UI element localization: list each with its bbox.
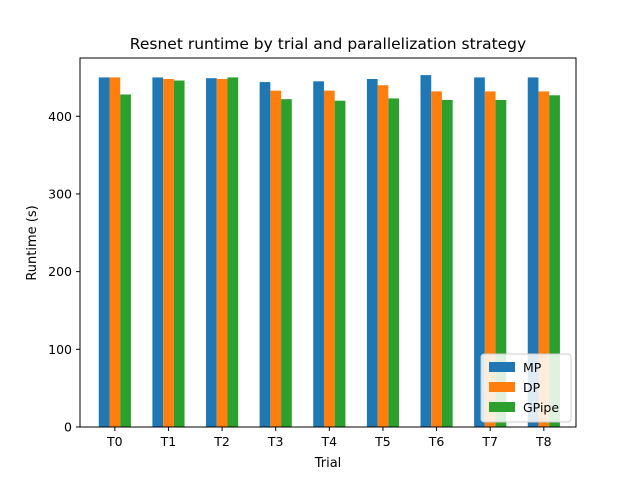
y-tick-group: 0 100 200 300 400: [48, 109, 80, 435]
bar-dp-t5: [377, 85, 389, 427]
bar-gpipe-t3: [281, 99, 292, 428]
x-axis-label: Trial: [314, 456, 342, 471]
bar-mp-t0: [98, 77, 110, 428]
x-tick-label: T0: [106, 434, 123, 449]
x-tick-group: T0 T1 T2 T3 T4 T5 T6 T7 T8: [106, 427, 552, 449]
bar-dp-t7: [484, 91, 496, 428]
y-tick-label: 300: [48, 186, 72, 201]
bar-gpipe-t6: [441, 99, 453, 427]
legend-label-mp: MP: [523, 360, 542, 375]
bar-mp-t8: [527, 77, 539, 428]
bar-dp-t6: [431, 91, 442, 428]
x-tick-label: T2: [213, 434, 230, 449]
bar-dp-t4: [323, 90, 335, 427]
bar-gpipe-t7: [495, 99, 507, 427]
bar-dp-t3: [270, 90, 282, 427]
bar-group: [98, 75, 560, 428]
bar-gpipe-t4: [334, 100, 346, 427]
bar-mp-t4: [313, 81, 324, 427]
bar-mp-t3: [259, 82, 271, 427]
bar-dp-t1: [163, 78, 174, 427]
bar-mp-t6: [420, 75, 432, 427]
bar-gpipe-t5: [388, 98, 400, 428]
y-tick-label: 200: [48, 264, 72, 279]
x-tick-label: T3: [267, 434, 284, 449]
bar-gpipe-t2: [227, 77, 239, 428]
x-tick-label: T6: [428, 434, 445, 449]
bar-mp-t2: [206, 78, 217, 427]
x-tick-label: T4: [321, 434, 338, 449]
bar-gpipe-t1: [173, 80, 185, 427]
x-tick-label: T5: [374, 434, 391, 449]
legend-label-dp: DP: [523, 380, 541, 395]
chart-title: Resnet runtime by trial and parallelizat…: [130, 35, 526, 53]
bar-mp-t7: [474, 77, 485, 428]
x-tick-label: T1: [160, 434, 177, 449]
plot-area-frame: [79, 57, 577, 428]
y-tick-label: 400: [48, 109, 72, 124]
legend-label-gpipe: GPipe: [523, 400, 559, 415]
bar-dp-t2: [216, 78, 228, 427]
x-tick-label: T7: [481, 434, 498, 449]
bar-gpipe-t0: [120, 94, 131, 427]
bar-mp-t1: [152, 77, 164, 428]
bar-dp-t8: [538, 91, 550, 428]
bar-mp-t5: [366, 78, 378, 427]
y-tick-label: 0: [64, 420, 72, 435]
y-tick-label: 100: [48, 342, 72, 357]
x-tick-label: T8: [535, 434, 552, 449]
legend: MP DP GPipe: [480, 353, 572, 423]
y-axis-label: Runtime (s): [25, 205, 40, 280]
bar-dp-t0: [109, 77, 121, 428]
legend-swatch-dp: [489, 382, 515, 392]
bar-gpipe-t8: [549, 95, 560, 427]
legend-swatch-gpipe: [489, 402, 515, 412]
legend-swatch-mp: [489, 362, 515, 372]
